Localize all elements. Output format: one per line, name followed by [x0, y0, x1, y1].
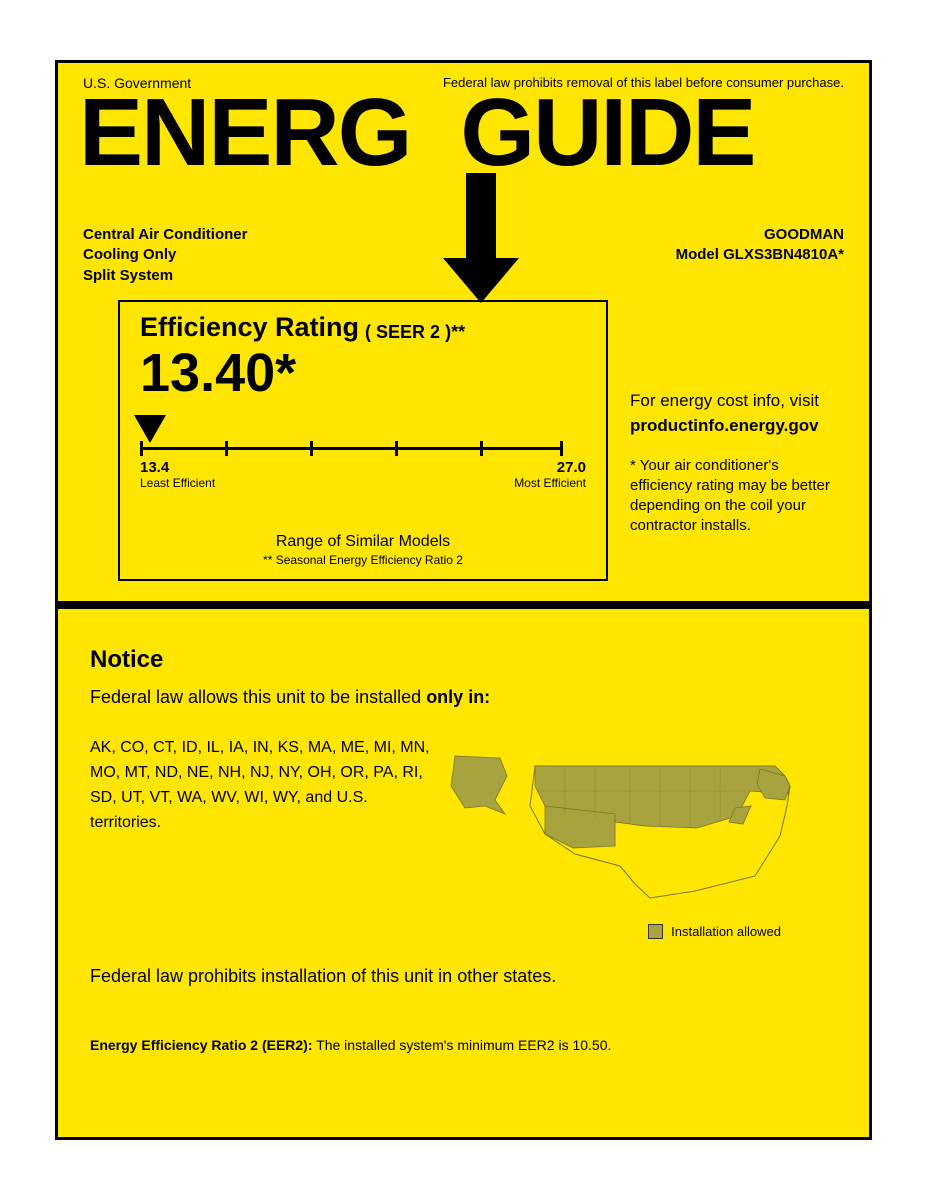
notice-subtitle-bold: only in:	[426, 687, 490, 707]
map-wrap: Installation allowed	[435, 736, 841, 941]
legend-swatch-icon	[648, 924, 663, 939]
eer-label: Energy Efficiency Ratio 2 (EER2):	[90, 1037, 313, 1053]
brand: GOODMAN	[676, 225, 844, 245]
scale-max-label: Most Efficient	[514, 476, 586, 490]
side-info: For energy cost info, visit productinfo.…	[608, 300, 844, 582]
us-map-icon	[445, 736, 805, 911]
efficiency-box: Efficiency Rating ( SEER 2 )** 13.40* 13…	[118, 300, 608, 582]
scale-tick	[225, 441, 228, 456]
range-subcaption: ** Seasonal Energy Efficiency Ratio 2	[140, 553, 586, 567]
efficiency-title: Efficiency Rating	[140, 312, 359, 343]
efficiency-scale: 13.4 27.0 Least Efficient Most Efficient	[140, 403, 586, 483]
energyguide-logo: ENERGGUIDE	[83, 93, 844, 211]
product-type: Central Air Conditioner	[83, 225, 247, 245]
visit-url: productinfo.energy.gov	[630, 415, 844, 438]
energyguide-label: U.S. Government Federal law prohibits re…	[55, 60, 872, 1140]
product-system: Split System	[83, 266, 247, 286]
visit-line: For energy cost info, visit	[630, 390, 844, 413]
eer-text: The installed system's minimum EER2 is 1…	[313, 1037, 612, 1053]
prohibit-line: Federal law prohibits installation of th…	[90, 963, 841, 989]
notice-subtitle: Federal law allows this unit to be insta…	[90, 684, 841, 710]
scale-min-label: Least Efficient	[140, 476, 215, 490]
scale-line	[140, 447, 563, 450]
scale-tick	[395, 441, 398, 456]
notice-title: Notice	[90, 643, 841, 678]
efficiency-section: Efficiency Rating ( SEER 2 )** 13.40* 13…	[58, 286, 869, 602]
notice-section: Notice Federal law allows this unit to b…	[58, 609, 869, 1137]
map-legend: Installation allowed	[445, 923, 841, 942]
scale-min: 13.4	[140, 459, 169, 476]
notice-subtitle-pre: Federal law allows this unit to be insta…	[90, 687, 426, 707]
scale-tick	[480, 441, 483, 456]
scale-max: 27.0	[557, 459, 586, 476]
product-mode: Cooling Only	[83, 245, 247, 265]
scale-tick	[140, 441, 143, 456]
section-divider	[58, 601, 869, 609]
states-list: AK, CO, CT, ID, IL, IA, IN, KS, MA, ME, …	[90, 736, 435, 941]
scale-tick	[560, 441, 563, 456]
header-section: U.S. Government Federal law prohibits re…	[58, 63, 869, 286]
legend-text: Installation allowed	[671, 923, 781, 942]
logo-left: ENERG	[79, 79, 410, 186]
efficiency-metric: ( SEER 2 )**	[365, 322, 465, 343]
efficiency-value: 13.40*	[140, 345, 586, 402]
model: Model GLXS3BN4810A*	[676, 245, 844, 265]
scale-pointer-icon	[134, 415, 166, 443]
eer-line: Energy Efficiency Ratio 2 (EER2): The in…	[90, 1035, 841, 1055]
range-caption: Range of Similar Models	[140, 533, 586, 551]
scale-tick	[310, 441, 313, 456]
logo-arrow-stem	[466, 173, 496, 263]
logo-right: GUIDE	[460, 79, 754, 186]
asterisk-note: * Your air conditioner's efficiency rati…	[630, 456, 844, 537]
